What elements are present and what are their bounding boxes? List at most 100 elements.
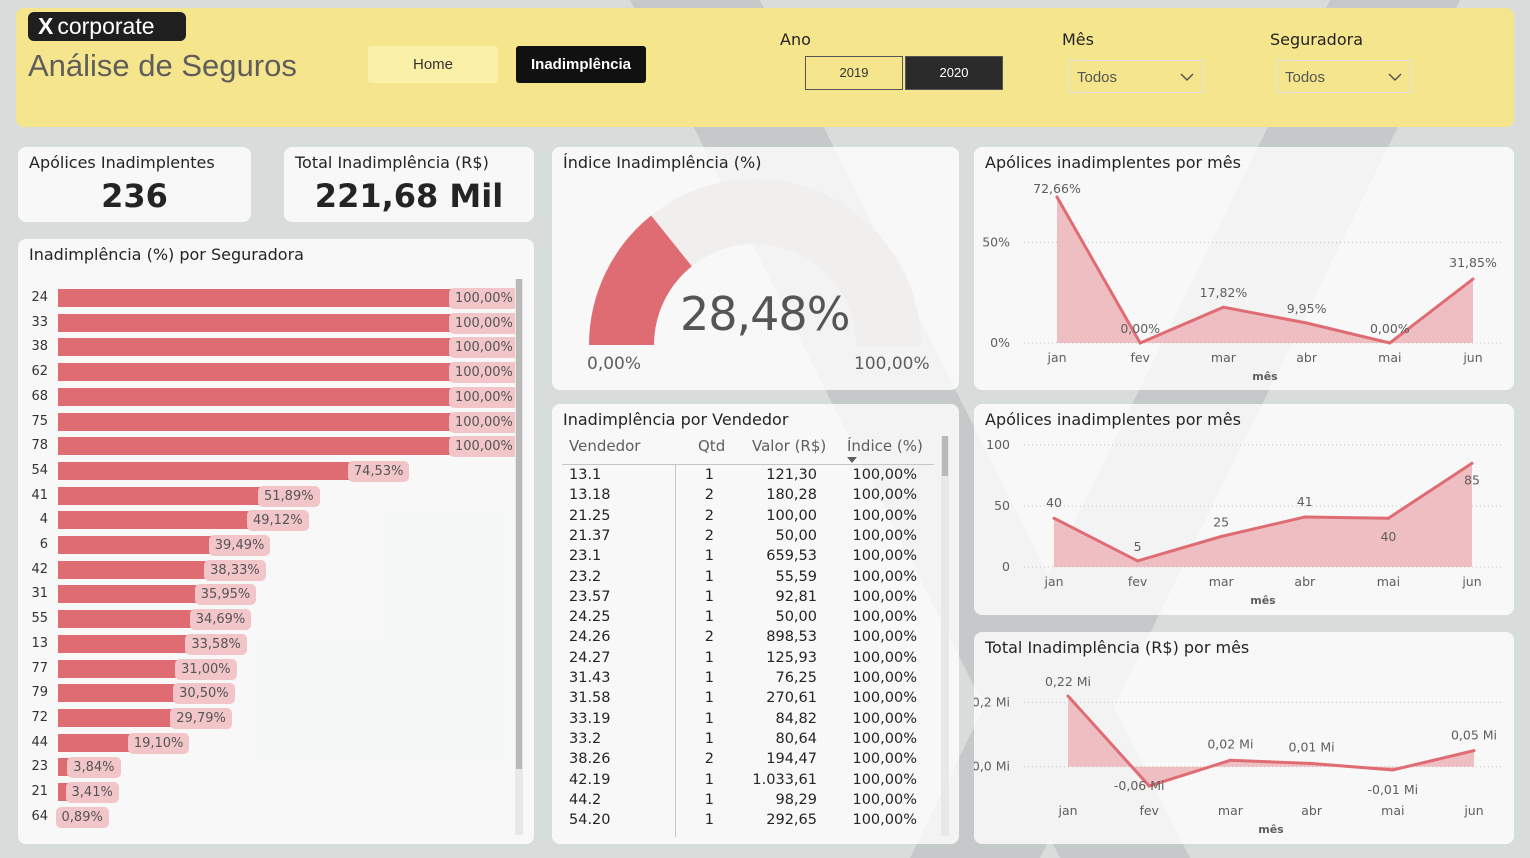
bar-category-label: 38 — [31, 339, 48, 355]
table-cell-qtd: 2 — [704, 527, 714, 544]
bar-data-label: 100,00% — [449, 288, 519, 309]
scrollbar-thumb[interactable] — [516, 279, 522, 769]
app-title: Análise de Seguros — [28, 48, 297, 83]
bar-category-label: 13 — [31, 635, 48, 651]
seguradora-dropdown-value: Todos — [1285, 69, 1326, 86]
y-tick-label: 0% — [990, 335, 1010, 350]
bar-category-label: 54 — [31, 462, 48, 478]
apolices-qtd-mes-chart: 0 50 100 40 jan 5 fev 25 mar 41 abr 40 mai 85 jun mês — [986, 437, 1504, 607]
data-point — [1228, 758, 1232, 762]
x-axis-title: mês — [1252, 370, 1278, 383]
data-label: 31,85% — [1449, 255, 1497, 270]
bar — [58, 486, 264, 505]
table-header-divider — [562, 464, 934, 465]
table-cell-indice: 100,00% — [852, 487, 917, 504]
x-tick-label: abr — [1294, 574, 1316, 589]
kpi-total-value: 221,68 Mil — [314, 177, 504, 215]
col-header-valor[interactable]: Valor (R$) — [752, 437, 827, 455]
x-tick-label: jan — [1043, 574, 1063, 589]
bar-data-label: 51,89% — [258, 485, 320, 507]
x-tick-label: fev — [1128, 574, 1148, 589]
x-tick-label: jun — [1463, 803, 1483, 818]
inadimplencia-nav-button[interactable]: Inadimplência — [516, 46, 646, 83]
table-cell-indice: 100,00% — [852, 527, 917, 544]
data-label: 40 — [1380, 529, 1396, 544]
data-point — [1391, 768, 1395, 772]
kpi-total-title: Total Inadimplência (R$) — [295, 153, 489, 172]
table-cell-valor: 80,64 — [775, 730, 817, 747]
bar — [58, 536, 215, 554]
x-axis-title: mês — [1250, 594, 1276, 607]
bar-data-label: 100,00% — [449, 386, 519, 408]
vendedor-table-title: Inadimplência por Vendedor — [563, 410, 789, 429]
table-cell-qtd: 1 — [704, 730, 714, 747]
table-cell-valor: 50,00 — [775, 527, 817, 544]
bar — [58, 659, 182, 678]
y-tick-label: 50 — [994, 498, 1010, 513]
table-cell-valor: 292,65 — [766, 812, 817, 829]
bar-data-label: 3,41% — [65, 782, 119, 803]
table-cell-vendedor: 24.27 — [569, 649, 611, 666]
seguradora-bar-chart-card: Inadimplência (%) por Seguradora 24 100,0… — [18, 239, 534, 844]
table-cell-qtd: 2 — [704, 629, 714, 646]
year-2020-button[interactable]: 2020 — [905, 56, 1003, 90]
x-tick-label: mai — [1381, 803, 1404, 818]
data-point — [1471, 277, 1475, 281]
mes-dropdown[interactable]: Todos — [1068, 60, 1204, 93]
bar-data-label: 35,95% — [194, 584, 257, 606]
col-header-indice[interactable]: Índice (%) — [847, 437, 923, 455]
x-tick-label: fev — [1130, 350, 1150, 365]
x-tick-label: abr — [1301, 803, 1323, 818]
table-column-divider — [675, 465, 676, 837]
x-axis-title: mês — [1258, 823, 1284, 836]
x-tick-label: mai — [1378, 350, 1401, 365]
bar — [58, 363, 455, 382]
bar — [58, 634, 192, 653]
bar-data-label: 19,10% — [127, 732, 190, 754]
data-label: 72,66% — [1033, 181, 1081, 196]
bar-category-label: 44 — [31, 734, 48, 750]
table-cell-qtd: 1 — [704, 791, 714, 808]
table-cell-vendedor: 31.58 — [569, 690, 611, 707]
bar-data-label: 74,53% — [347, 460, 410, 482]
bar — [58, 560, 211, 579]
table-cell-vendedor: 13.1 — [569, 467, 602, 483]
data-point — [1052, 516, 1056, 520]
col-header-qtd[interactable]: Qtd — [698, 437, 726, 455]
kpi-apolices-card: Apólices Inadimplentes 236 — [18, 147, 251, 222]
col-header-vendedor[interactable]: Vendedor — [569, 437, 641, 455]
table-cell-valor: 270,61 — [766, 690, 817, 707]
seguradora-dropdown[interactable]: Todos — [1276, 60, 1412, 93]
table-cell-vendedor: 54.20 — [569, 812, 611, 829]
table-cell-indice: 100,00% — [852, 710, 917, 727]
gauge-max-label: 100,00% — [854, 354, 930, 374]
table-cell-vendedor: 44.2 — [569, 791, 602, 808]
table-cell-valor: 121,30 — [766, 467, 817, 483]
data-label: 85 — [1464, 472, 1480, 487]
table-cell-indice: 100,00% — [852, 568, 917, 585]
bar — [58, 387, 455, 406]
bar-data-label: 3,84% — [67, 757, 121, 779]
table-cell-valor: 84,82 — [775, 710, 817, 727]
bar — [58, 437, 455, 456]
bar — [58, 313, 455, 332]
year-2019-button[interactable]: 2019 — [805, 56, 903, 90]
scrollbar[interactable] — [941, 436, 949, 836]
table-cell-qtd: 2 — [704, 487, 714, 504]
table-cell-indice: 100,00% — [852, 690, 917, 707]
x-tick-label: jun — [1461, 574, 1481, 589]
gauge-card: Índice Inadimplência (%) 28,48% 0,00% 10… — [552, 147, 959, 390]
home-nav-button[interactable]: Home — [368, 46, 498, 83]
bar-category-label: 31 — [31, 586, 48, 602]
scrollbar-thumb[interactable] — [942, 436, 948, 476]
data-point — [1219, 535, 1223, 538]
bar-data-label: 33,58% — [185, 633, 247, 655]
bar-category-label: 21 — [31, 784, 48, 799]
bar-category-label: 79 — [31, 685, 48, 701]
table-cell-valor: 50,00 — [775, 609, 817, 626]
table-cell-qtd: 1 — [704, 710, 714, 727]
table-cell-qtd: 2 — [704, 751, 714, 768]
kpi-total-card: Total Inadimplência (R$) 221,68 Mil — [284, 147, 534, 222]
table-cell-indice: 100,00% — [852, 629, 917, 646]
